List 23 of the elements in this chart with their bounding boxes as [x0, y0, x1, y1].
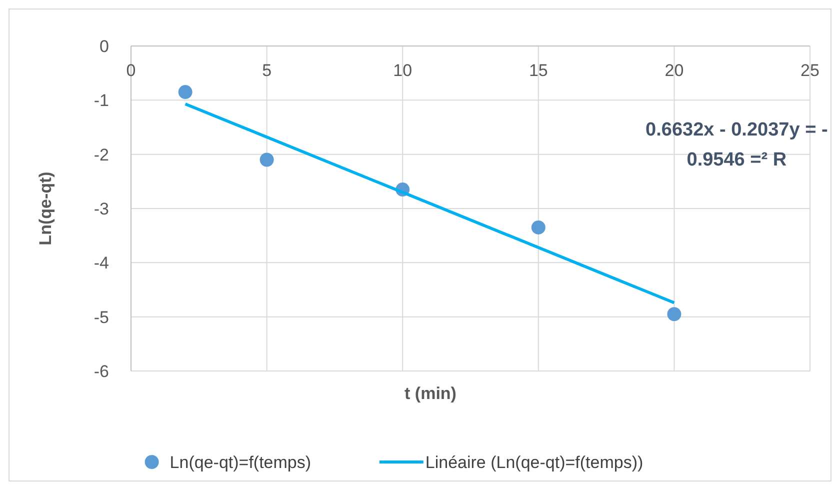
- point: [667, 307, 682, 322]
- annotation: 0.9546 =² R: [686, 149, 787, 170]
- x-tick-label: 25: [800, 61, 820, 80]
- x-tick-label: 0: [126, 61, 136, 80]
- legend-label: Ln(qe-qt)=f(temps): [170, 453, 312, 472]
- y-tick-label: -5: [94, 308, 109, 327]
- y-tick-label: -3: [94, 199, 109, 218]
- y-axis-title: Ln(qe-qt): [36, 172, 55, 246]
- point: [178, 85, 192, 100]
- y-tick-label: -1: [94, 91, 109, 110]
- point: [531, 220, 546, 234]
- x-tick-label: 5: [262, 61, 272, 80]
- point: [260, 152, 274, 167]
- y-tick-label: 0: [100, 36, 109, 56]
- legend-label: Linéaire (Ln(qe-qt)=f(temps)): [425, 453, 644, 472]
- x-tick-label: 10: [393, 61, 412, 80]
- y-tick-label: -4: [94, 254, 109, 273]
- x-tick-label: 15: [528, 61, 548, 80]
- annotation: 0.6632x - 0.2037y = -: [646, 119, 828, 140]
- x-tick-label: 20: [664, 61, 684, 80]
- x-axis-title: t (min): [404, 384, 456, 403]
- y-tick-label: -6: [94, 362, 109, 381]
- y-tick-label: -2: [94, 145, 109, 164]
